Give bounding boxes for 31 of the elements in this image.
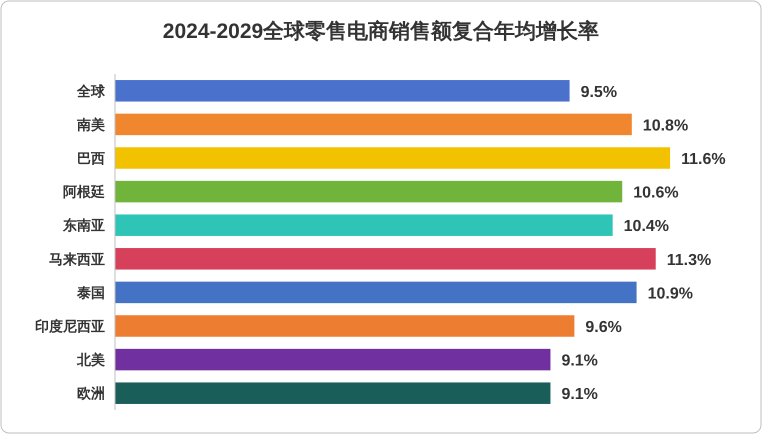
data-label: 11.6% <box>681 151 726 168</box>
y-tick-label: 印度尼西亚 <box>35 318 105 334</box>
y-tick-label: 泰国 <box>76 284 105 300</box>
bar <box>115 315 574 337</box>
data-label: 9.6% <box>585 319 622 336</box>
bar <box>115 80 570 102</box>
bar <box>115 114 632 136</box>
bar <box>115 282 637 304</box>
data-label: 10.9% <box>648 285 693 302</box>
bar <box>115 382 550 404</box>
y-tick-label: 南美 <box>76 116 105 132</box>
chart-title: 2024-2029全球零售电商销售额复合年均增长率 <box>162 19 600 43</box>
bar <box>115 214 613 236</box>
y-tick-label: 马来西亚 <box>49 250 105 267</box>
data-label: 10.4% <box>624 218 670 236</box>
data-label: 11.3% <box>666 252 712 269</box>
data-label: 9.1% <box>561 352 598 370</box>
y-tick-label: 欧洲 <box>77 385 105 402</box>
data-label: 10.6% <box>633 184 679 202</box>
data-label: 9.5% <box>580 84 618 101</box>
bar <box>115 147 670 169</box>
data-label: 9.1% <box>561 386 598 404</box>
bar <box>115 248 656 270</box>
data-label: 10.8% <box>642 117 688 134</box>
y-tick-label: 全球 <box>76 82 106 99</box>
y-tick-label: 阿根廷 <box>63 184 105 200</box>
bar <box>115 348 550 370</box>
bar <box>115 180 622 202</box>
y-tick-label: 东南亚 <box>62 217 105 234</box>
y-tick-label: 北美 <box>76 352 105 368</box>
y-tick-label: 巴西 <box>77 150 105 166</box>
